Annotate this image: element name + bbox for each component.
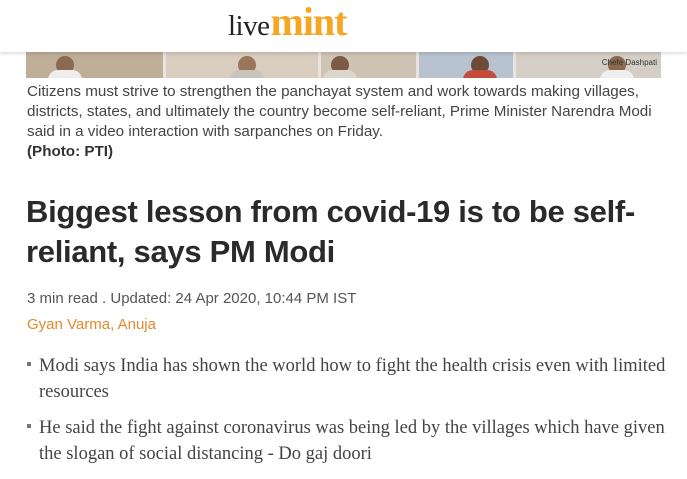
bullet-icon: [27, 424, 31, 428]
summary-text: Modi says India has shown the world how …: [39, 356, 666, 402]
article-meta: 3 min read . Updated: 24 Apr 2020, 10:44…: [27, 290, 357, 307]
logo-live-text: live: [228, 10, 270, 42]
article-headline: Biggest lesson from covid-19 is to be se…: [26, 194, 635, 269]
summary-item: He said the fight against coronavirus wa…: [27, 415, 675, 467]
logo-mint-text: mint: [270, 0, 348, 44]
photo-credit: (Photo: PTI): [27, 143, 114, 160]
photo-tile: [418, 52, 516, 78]
article-photo: Chefe Dashpati: [26, 52, 661, 78]
bullet-icon: [27, 362, 31, 366]
author-link[interactable]: Gyan Varma: [27, 316, 111, 333]
summary-item: Modi says India has shown the world how …: [27, 353, 675, 405]
photo-tile: [166, 52, 322, 78]
author-list: Gyan Varma, Anuja: [27, 316, 156, 333]
photo-tile: [26, 52, 167, 78]
article-summary: Modi says India has shown the world how …: [27, 353, 675, 477]
photo-caption: Citizens must strive to strengthen the p…: [27, 82, 667, 162]
photo-tile: Chefe Dashpati: [515, 52, 661, 78]
livemint-logo[interactable]: livemint: [228, 0, 348, 44]
site-header: livemint: [0, 0, 687, 52]
summary-text: He said the fight against coronavirus wa…: [39, 418, 665, 464]
author-link[interactable]: Anuja: [117, 316, 156, 333]
caption-text: Citizens must strive to strengthen the p…: [27, 83, 652, 140]
author-separator: ,: [110, 316, 118, 333]
photo-tile: [321, 52, 419, 78]
photo-sign-text: Chefe Dashpati: [601, 58, 658, 67]
